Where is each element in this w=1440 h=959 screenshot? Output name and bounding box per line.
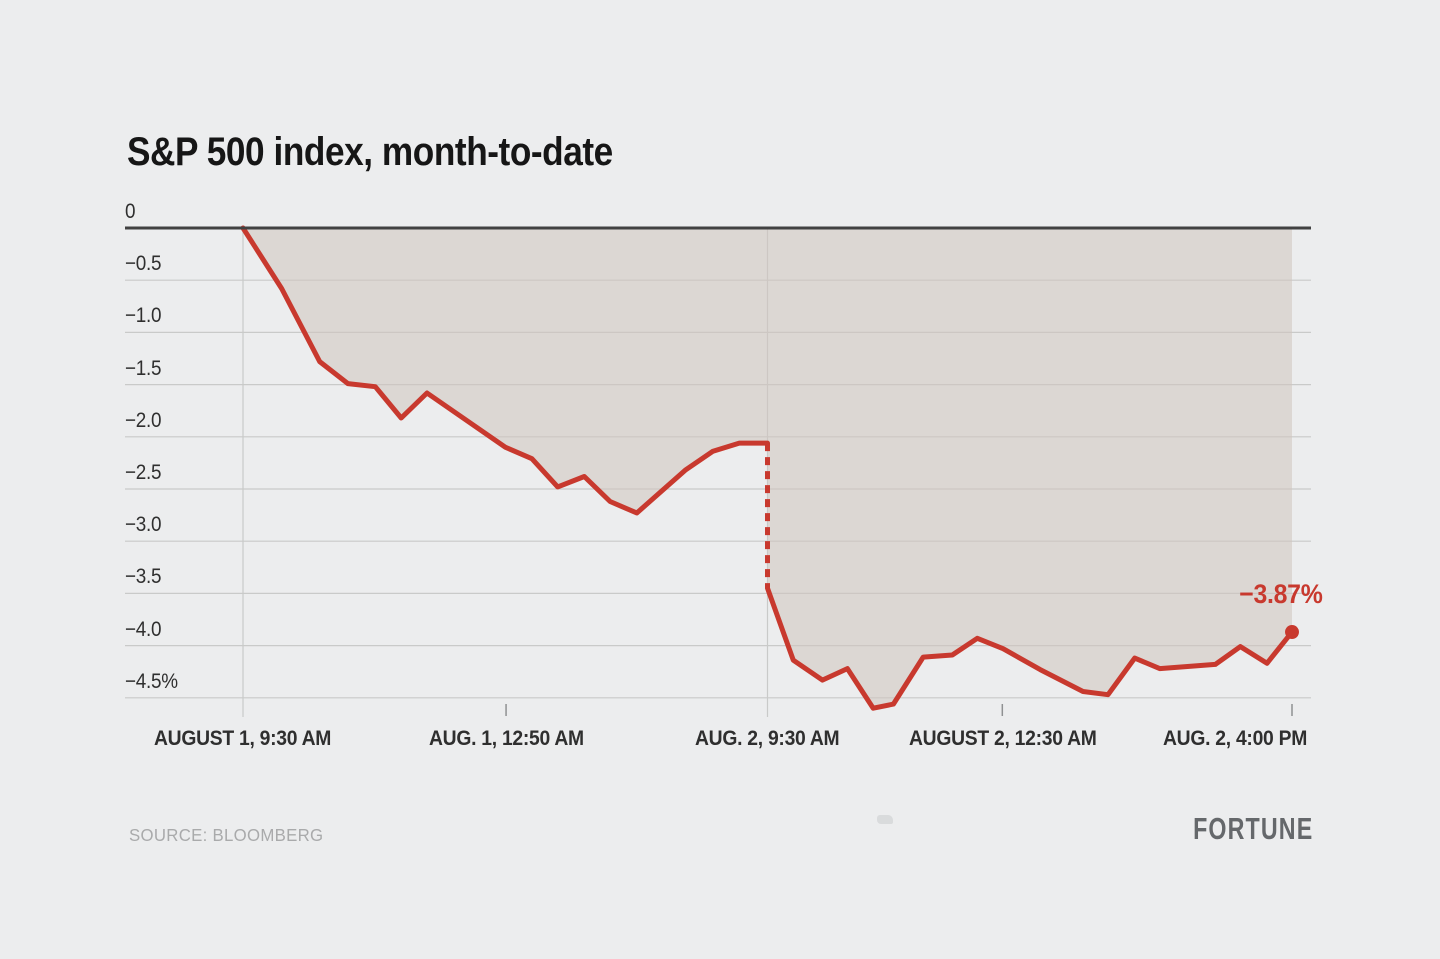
y-axis-label: −4.5% [125,669,178,693]
y-axis-label: −3.0 [125,513,162,537]
source-attribution: SOURCE: BLOOMBERG [129,825,324,845]
end-point-dot [1285,625,1299,640]
x-axis-label: AUG. 2, 4:00 PM [1162,727,1307,750]
x-axis-label: AUG. 1, 12:50 AM [428,727,584,750]
y-axis-label: −3.5 [125,565,162,589]
x-axis-label: AUGUST 1, 9:30 AM [154,727,332,750]
price-line-segment-2 [765,585,1295,711]
loss-area-fill [243,228,1292,709]
final-value-label: −3.87% [1239,579,1324,609]
y-axis-label: −2.5 [125,461,162,484]
y-axis-label: −2.0 [125,408,162,432]
y-axis-label: −4.0 [125,617,162,641]
fortune-logo: FORTUNE [1192,811,1313,846]
y-axis-label: −0.5 [125,252,162,276]
price-line-segment-1 [240,225,770,516]
artifact-smudge [877,815,893,824]
y-axis-label: 0 [125,200,136,223]
x-axis-label: AUGUST 2, 12:30 AM [908,727,1097,750]
y-axis-label: −1.0 [125,304,162,328]
page-title: S&P 500 index, month-to-date [127,130,613,174]
y-axis-label: −1.5 [125,356,162,380]
x-axis-label: AUG. 2, 9:30 AM [695,727,840,750]
